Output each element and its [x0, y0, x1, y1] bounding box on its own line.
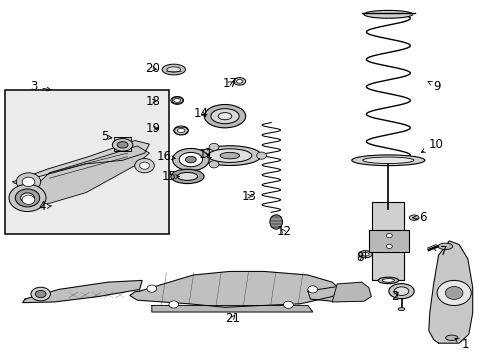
- Polygon shape: [13, 140, 149, 184]
- Text: 15: 15: [161, 170, 179, 183]
- Ellipse shape: [162, 64, 185, 75]
- Text: 11: 11: [199, 148, 214, 161]
- Circle shape: [168, 301, 178, 308]
- Circle shape: [307, 286, 317, 293]
- Text: 13: 13: [242, 190, 256, 203]
- Ellipse shape: [362, 157, 413, 163]
- Circle shape: [22, 177, 35, 186]
- Text: 19: 19: [145, 122, 160, 135]
- Ellipse shape: [31, 287, 50, 301]
- Ellipse shape: [445, 335, 457, 341]
- Circle shape: [22, 195, 35, 204]
- Text: 14: 14: [193, 107, 208, 120]
- Ellipse shape: [361, 252, 368, 256]
- Ellipse shape: [377, 277, 398, 284]
- Ellipse shape: [166, 67, 180, 72]
- Ellipse shape: [233, 78, 245, 85]
- Ellipse shape: [218, 113, 231, 120]
- Ellipse shape: [210, 109, 239, 124]
- Circle shape: [16, 191, 41, 209]
- Circle shape: [9, 184, 46, 212]
- Text: 18: 18: [145, 95, 160, 108]
- Ellipse shape: [408, 215, 418, 220]
- Ellipse shape: [397, 308, 404, 311]
- Ellipse shape: [269, 215, 282, 229]
- Circle shape: [436, 280, 470, 306]
- Bar: [114, 137, 131, 151]
- Text: 9: 9: [427, 80, 440, 93]
- Text: 8: 8: [356, 251, 363, 264]
- Ellipse shape: [358, 251, 371, 258]
- Text: 10: 10: [421, 138, 443, 152]
- Text: 3: 3: [30, 80, 51, 93]
- Circle shape: [20, 193, 34, 203]
- Polygon shape: [428, 241, 472, 343]
- Ellipse shape: [382, 279, 394, 282]
- Polygon shape: [331, 282, 370, 302]
- Bar: [371, 202, 404, 280]
- Circle shape: [256, 152, 266, 159]
- Text: 17: 17: [222, 77, 237, 90]
- Circle shape: [16, 173, 41, 191]
- Ellipse shape: [236, 80, 243, 83]
- Ellipse shape: [170, 169, 203, 184]
- Polygon shape: [20, 146, 149, 205]
- Ellipse shape: [220, 152, 239, 159]
- Text: 20: 20: [145, 62, 160, 75]
- Circle shape: [386, 244, 391, 248]
- Ellipse shape: [393, 287, 408, 296]
- Ellipse shape: [170, 96, 183, 104]
- Ellipse shape: [388, 284, 413, 299]
- Text: 12: 12: [276, 225, 290, 238]
- Text: 2: 2: [390, 290, 397, 303]
- Polygon shape: [152, 306, 312, 312]
- Ellipse shape: [204, 104, 245, 128]
- Polygon shape: [307, 282, 363, 301]
- Polygon shape: [130, 271, 339, 307]
- Bar: [368, 230, 408, 252]
- Ellipse shape: [112, 139, 133, 151]
- Ellipse shape: [177, 129, 184, 133]
- Ellipse shape: [172, 148, 209, 171]
- Ellipse shape: [437, 243, 452, 249]
- Ellipse shape: [198, 146, 261, 166]
- Text: 5: 5: [101, 130, 112, 144]
- Ellipse shape: [35, 291, 46, 298]
- Ellipse shape: [117, 141, 128, 148]
- Ellipse shape: [185, 156, 196, 163]
- Polygon shape: [22, 280, 142, 303]
- Text: 7: 7: [432, 245, 446, 258]
- Circle shape: [15, 189, 40, 207]
- Text: 4: 4: [39, 201, 52, 213]
- Ellipse shape: [177, 172, 197, 180]
- Ellipse shape: [351, 155, 424, 166]
- Circle shape: [209, 161, 219, 168]
- Circle shape: [386, 233, 391, 238]
- Text: 6: 6: [412, 211, 426, 224]
- Ellipse shape: [179, 152, 202, 167]
- Circle shape: [140, 162, 149, 169]
- Circle shape: [147, 285, 157, 292]
- Ellipse shape: [363, 10, 412, 18]
- Bar: [4, 90, 168, 234]
- Text: 16: 16: [157, 150, 175, 163]
- Circle shape: [209, 143, 219, 150]
- Ellipse shape: [173, 98, 180, 102]
- Ellipse shape: [207, 149, 251, 162]
- Circle shape: [445, 287, 462, 300]
- Text: 1: 1: [454, 338, 468, 351]
- Circle shape: [283, 301, 293, 309]
- Ellipse shape: [173, 126, 188, 135]
- Circle shape: [135, 158, 154, 173]
- Text: 21: 21: [224, 311, 240, 325]
